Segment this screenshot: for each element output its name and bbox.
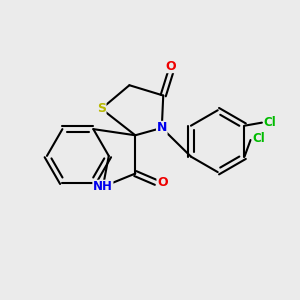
Text: O: O (157, 176, 168, 189)
Text: N: N (157, 122, 167, 134)
Text: Cl: Cl (264, 116, 277, 129)
Text: Cl: Cl (252, 132, 265, 145)
Text: NH: NH (93, 180, 113, 193)
Text: O: O (165, 60, 176, 73)
Text: S: S (97, 102, 106, 115)
